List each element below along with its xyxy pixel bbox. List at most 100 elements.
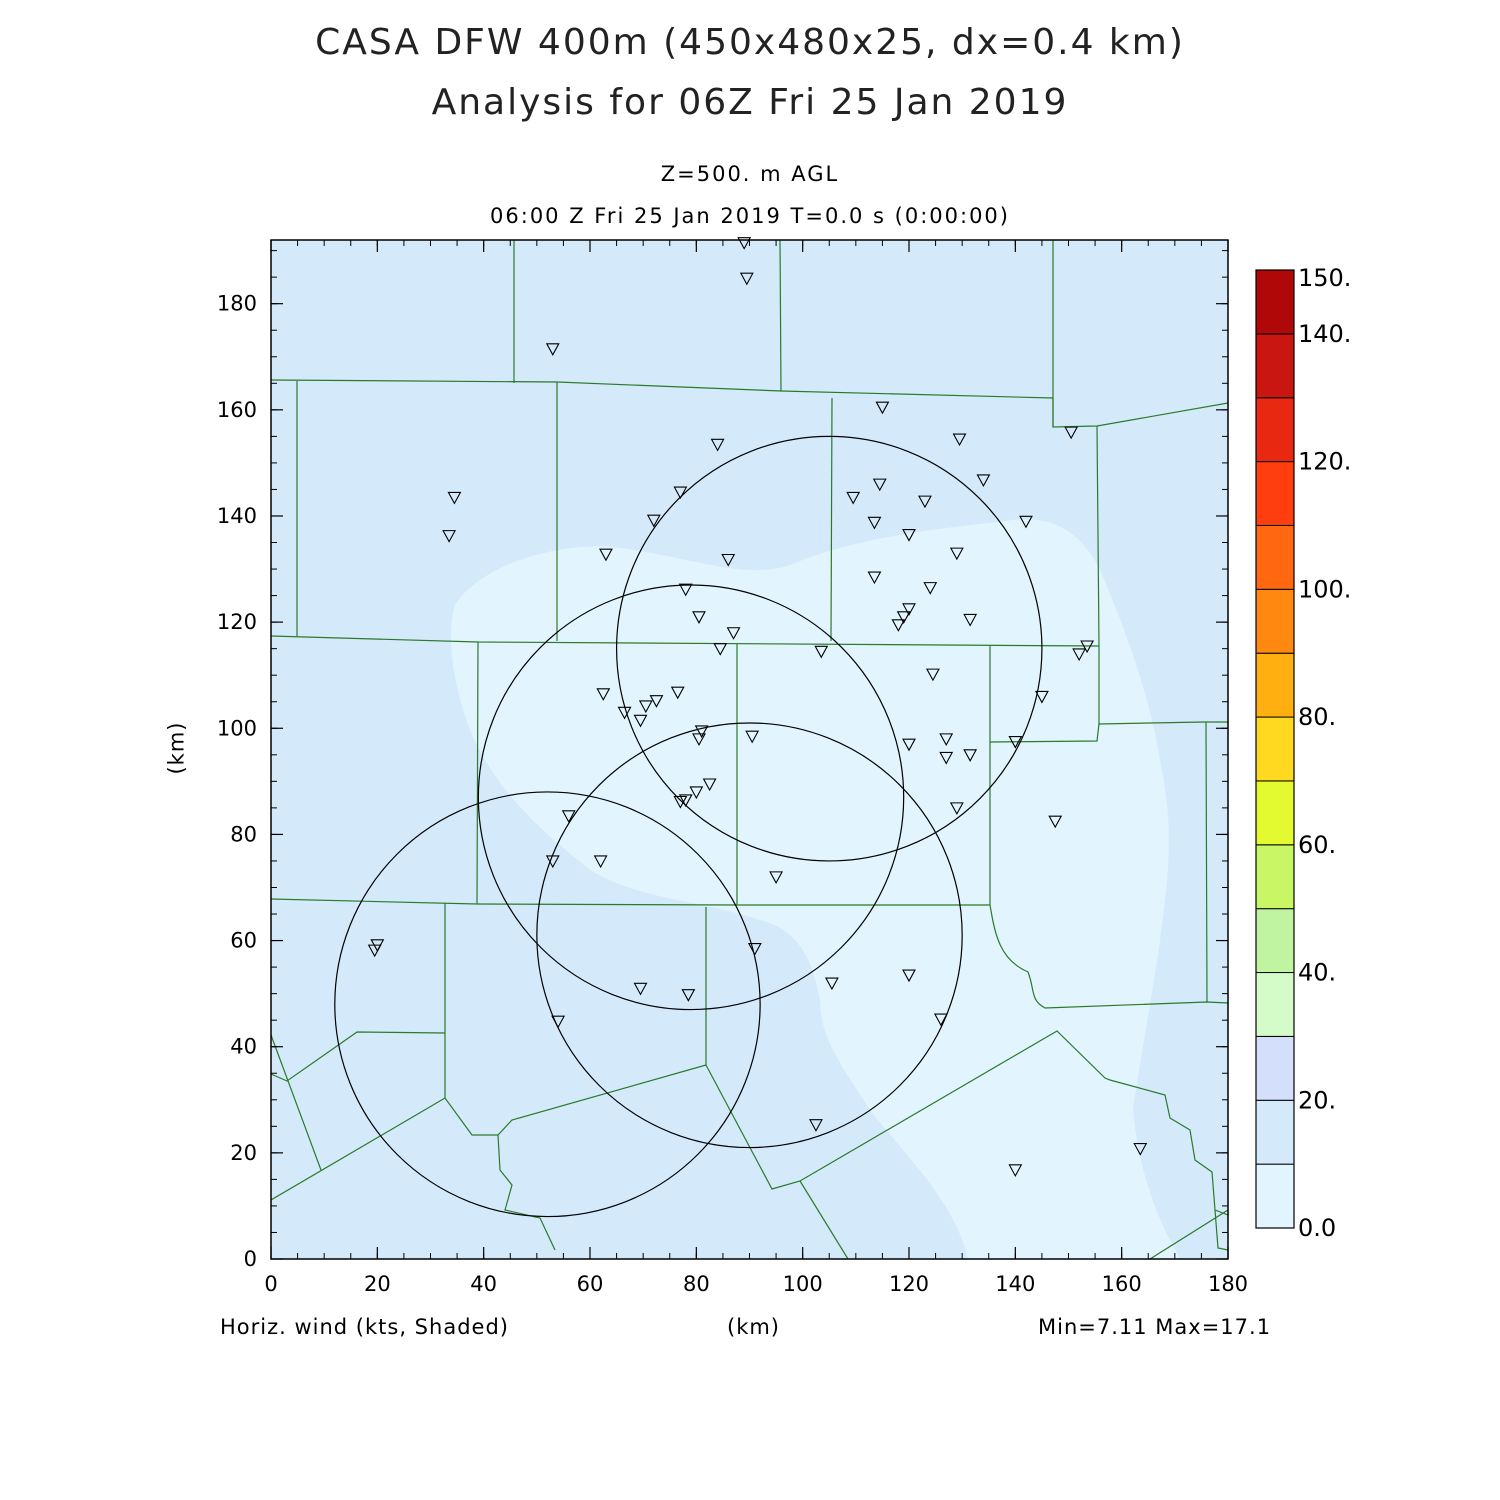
station-marker-icon: [896, 611, 911, 624]
colorbar-label: 120.: [1298, 448, 1351, 476]
colorbar-frame: [1255, 269, 1295, 1229]
station-marker-icon: [646, 514, 661, 528]
station-marker-icon: [649, 695, 664, 708]
x-tick-label: 80: [683, 1272, 710, 1296]
station-marker-icon: [638, 700, 653, 714]
station-marker-icon: [673, 795, 688, 809]
colorbar-segment: [1255, 1099, 1295, 1165]
colorbar-segment: [1255, 716, 1295, 782]
colorbar-label: 150.: [1298, 264, 1351, 292]
station-marker-icon: [678, 583, 693, 597]
y-tick-label: 160: [217, 398, 257, 422]
station-marker-icon: [902, 738, 916, 752]
radar-ring-4: [334, 791, 761, 1218]
station-marker-icon: [670, 686, 685, 700]
station-marker-icon: [673, 486, 688, 500]
station-marker-icon: [1064, 426, 1079, 440]
station-marker-icon: [692, 733, 706, 747]
x-axis-unit: (km): [727, 1315, 781, 1339]
station-marker-icon: [891, 619, 906, 632]
level-label: Z=500. m AGL: [660, 162, 840, 186]
station-marker-icon: [902, 603, 916, 617]
colorbar-label: 0.0: [1298, 1214, 1336, 1242]
station-marker-icon: [551, 1015, 566, 1029]
station-marker-icon: [902, 529, 916, 542]
y-tick-label: 20: [230, 1141, 257, 1165]
station-marker-icon: [1133, 1143, 1148, 1156]
station-marker-icon: [689, 786, 704, 800]
radar-ring-1: [615, 435, 1043, 862]
min-max-label: Min=7.11 Max=17.1: [1038, 1315, 1272, 1339]
colorbar-segment: [1255, 780, 1295, 846]
colorbar-label: 40.: [1298, 959, 1336, 987]
station-marker-icon: [1034, 690, 1049, 704]
station-marker-icon: [824, 977, 839, 991]
colorbar-label: 140.: [1298, 320, 1351, 348]
station-marker-icon: [1019, 515, 1033, 529]
y-tick-label: 40: [230, 1035, 257, 1059]
station-marker-icon: [447, 491, 462, 505]
y-axis-unit: (km): [164, 721, 189, 775]
y-tick-label: 180: [217, 292, 257, 316]
colorbar-segment: [1255, 461, 1295, 526]
x-tick-label: 120: [889, 1272, 929, 1296]
colorbar-label: 60.: [1298, 831, 1336, 859]
colorbar-segment: [1255, 652, 1295, 718]
station-marker-icon: [846, 491, 861, 505]
station-marker-icon: [1072, 648, 1087, 662]
y-tick-label: 60: [230, 929, 257, 953]
chart-subtitle: Analysis for 06Z Fri 25 Jan 2019: [431, 82, 1069, 123]
station-marker-icon: [726, 627, 741, 640]
station-marker-icon: [963, 749, 978, 762]
chart-title: CASA DFW 400m (450x480x25, dx=0.4 km): [315, 22, 1185, 63]
colorbar-segment: [1255, 972, 1295, 1037]
x-tick-label: 100: [783, 1272, 823, 1296]
station-marker-icon: [367, 944, 382, 958]
station-marker-icon: [1048, 815, 1063, 829]
colorbar-label: 20.: [1298, 1086, 1336, 1114]
colorbar-segment: [1255, 588, 1295, 654]
station-marker-icon: [739, 272, 754, 286]
station-marker-icon: [1008, 1164, 1023, 1177]
station-marker-icon: [617, 706, 632, 720]
colorbar-segment: [1255, 1035, 1295, 1101]
colorbar-segment: [1255, 269, 1295, 335]
station-marker-icon: [633, 982, 648, 996]
station-marker-icon: [745, 730, 760, 744]
colorbar-label: 80.: [1298, 703, 1336, 731]
station-marker-icon: [694, 725, 709, 739]
y-tick-label: 0: [244, 1247, 257, 1271]
radar-ring-3: [536, 722, 963, 1149]
county-boundaries: [271, 240, 1228, 1259]
colorbar-segment: [1255, 524, 1295, 590]
station-marker-icon: [545, 343, 560, 356]
x-tick-label: 140: [995, 1272, 1035, 1296]
field-shading-low: [450, 519, 1180, 1259]
station-marker-icon: [952, 433, 967, 447]
colorbar: 0.0 20. 40. 60. 80. 100. 120. 140. 150.: [1255, 264, 1351, 1242]
y-tick-label: 80: [230, 822, 257, 846]
station-marker-icon: [593, 855, 608, 869]
station-marker-icon: [925, 668, 940, 682]
station-marker-icon: [949, 547, 964, 561]
station-marker-icon: [721, 553, 736, 567]
station-marker-icon: [633, 714, 648, 728]
field-label: Horiz. wind (kts, Shaded): [220, 1315, 509, 1339]
y-tick-label: 100: [217, 716, 257, 740]
station-marker-icon: [809, 1119, 823, 1132]
colorbar-segment: [1255, 908, 1295, 974]
station-marker-icon: [769, 871, 784, 885]
station-marker-icon: [599, 548, 613, 562]
station-marker-icon: [710, 438, 725, 452]
station-marker-icon: [918, 495, 932, 509]
station-marker-icon: [713, 643, 728, 656]
station-marker-icon: [867, 516, 882, 530]
x-tick-label: 160: [1102, 1272, 1142, 1296]
station-marker-icon: [923, 582, 938, 595]
station-marker-icon: [545, 855, 560, 869]
x-tick-label: 0: [264, 1272, 277, 1296]
station-marker-icon: [939, 733, 954, 747]
station-marker-icon: [933, 1013, 948, 1027]
time-label: 06:00 Z Fri 25 Jan 2019 T=0.0 s (0:00:00…: [490, 204, 1010, 228]
x-tick-label: 40: [470, 1272, 497, 1296]
